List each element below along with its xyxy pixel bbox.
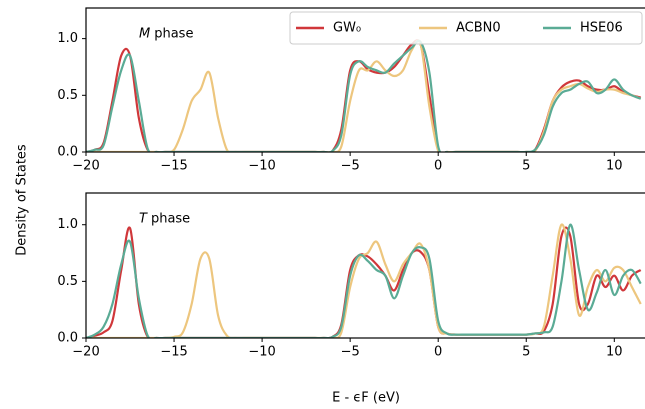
x-tick-label: −5 — [341, 345, 360, 360]
x-tick-label: −15 — [160, 345, 187, 360]
plot-area — [86, 223, 642, 338]
x-tick-label: −10 — [248, 159, 275, 174]
x-tick-label: −20 — [72, 345, 99, 360]
series-line — [86, 223, 642, 338]
panel-label-symbol: M — [139, 27, 150, 42]
legend-label: HSE06 — [580, 21, 623, 36]
series-line — [86, 223, 642, 338]
plot-area — [86, 38, 642, 152]
y-tick-label: 0.5 — [57, 274, 78, 289]
x-tick-label: 10 — [606, 345, 623, 360]
panel-label: phase — [154, 27, 193, 42]
x-tick-label: 0 — [434, 159, 442, 174]
x-tick-label: 5 — [522, 345, 530, 360]
axes-frame — [85, 7, 645, 153]
y-tick-label: 0.0 — [57, 145, 78, 160]
series-line — [86, 39, 642, 152]
x-tick-label: −20 — [72, 159, 99, 174]
y-tick-label: 1.0 — [57, 31, 78, 46]
x-tick-label: −5 — [341, 159, 360, 174]
y-tick-label: 0.5 — [57, 88, 78, 103]
legend-label: GW₀ — [333, 21, 361, 36]
panel-label-symbol: T — [139, 212, 148, 227]
legend-box — [289, 11, 643, 45]
x-tick-label: 0 — [434, 345, 442, 360]
y-tick-label: 0.0 — [57, 331, 78, 346]
y-tick-label: 1.0 — [57, 217, 78, 232]
x-tick-label: −10 — [248, 345, 275, 360]
axes-frame — [85, 192, 645, 339]
x-tick-label: 5 — [522, 159, 530, 174]
series-line — [86, 39, 642, 152]
legend-label: ACBN0 — [456, 21, 501, 36]
x-tick-label: 10 — [606, 159, 623, 174]
x-tick-label: −15 — [160, 159, 187, 174]
x-axis-label: E - ϵF (eV) — [332, 391, 400, 406]
panel-label: phase — [151, 212, 190, 227]
y-axis-label: Density of States — [15, 144, 30, 256]
